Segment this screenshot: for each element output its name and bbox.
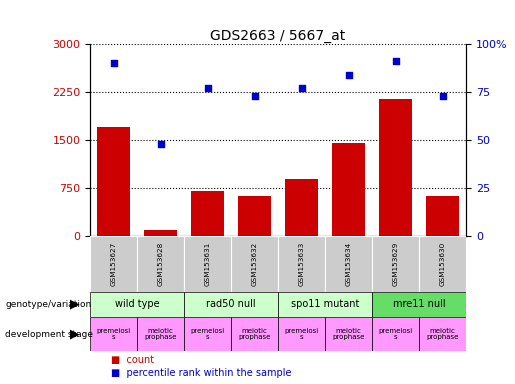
Text: spo11 mutant: spo11 mutant xyxy=(291,299,359,310)
Text: wild type: wild type xyxy=(115,299,160,310)
Bar xyxy=(419,236,466,292)
Bar xyxy=(278,317,325,351)
Bar xyxy=(325,236,372,292)
Point xyxy=(298,85,306,91)
Text: development stage: development stage xyxy=(5,329,93,339)
Point xyxy=(345,72,353,78)
Text: GSM153630: GSM153630 xyxy=(440,242,445,286)
Bar xyxy=(426,196,459,236)
Bar xyxy=(285,179,318,236)
Point xyxy=(157,141,165,147)
Bar xyxy=(184,292,278,317)
Text: ■  count: ■ count xyxy=(111,355,154,365)
Bar xyxy=(144,230,177,236)
Text: GSM153629: GSM153629 xyxy=(392,242,399,286)
Text: GSM153632: GSM153632 xyxy=(252,242,258,286)
Text: GSM153634: GSM153634 xyxy=(346,242,352,286)
Point xyxy=(438,93,447,99)
Text: ▶: ▶ xyxy=(70,298,80,311)
Bar xyxy=(278,236,325,292)
Text: mre11 null: mre11 null xyxy=(393,299,445,310)
Text: premeiosi
s: premeiosi s xyxy=(379,328,413,340)
Bar xyxy=(97,127,130,236)
Bar xyxy=(372,236,419,292)
Text: ■  percentile rank within the sample: ■ percentile rank within the sample xyxy=(111,369,291,379)
Text: rad50 null: rad50 null xyxy=(207,299,256,310)
Text: premeiosi
s: premeiosi s xyxy=(284,328,319,340)
Text: GSM153631: GSM153631 xyxy=(204,242,211,286)
Bar xyxy=(238,197,271,236)
Bar xyxy=(90,236,137,292)
Text: ▶: ▶ xyxy=(70,328,80,341)
Text: premeiosi
s: premeiosi s xyxy=(191,328,225,340)
Text: genotype/variation: genotype/variation xyxy=(5,300,91,309)
Bar xyxy=(90,317,137,351)
Bar xyxy=(90,292,184,317)
Point xyxy=(391,58,400,65)
Text: GSM153627: GSM153627 xyxy=(111,242,116,286)
Bar xyxy=(332,143,365,236)
Point xyxy=(250,93,259,99)
Text: meiotic
prophase: meiotic prophase xyxy=(238,328,271,340)
Bar xyxy=(137,236,184,292)
Bar xyxy=(278,292,372,317)
Bar xyxy=(325,317,372,351)
Text: meiotic
prophase: meiotic prophase xyxy=(426,328,459,340)
Text: premeiosi
s: premeiosi s xyxy=(96,328,131,340)
Bar xyxy=(372,292,466,317)
Bar xyxy=(184,236,231,292)
Point xyxy=(203,85,212,91)
Bar xyxy=(372,317,419,351)
Text: meiotic
prophase: meiotic prophase xyxy=(332,328,365,340)
Bar xyxy=(419,317,466,351)
Bar xyxy=(379,99,412,236)
Title: GDS2663 / 5667_at: GDS2663 / 5667_at xyxy=(211,29,346,43)
Point xyxy=(110,60,118,66)
Bar xyxy=(231,236,278,292)
Bar xyxy=(184,317,231,351)
Text: GSM153633: GSM153633 xyxy=(299,242,304,286)
Bar xyxy=(231,317,278,351)
Bar xyxy=(137,317,184,351)
Bar xyxy=(191,191,224,236)
Text: meiotic
prophase: meiotic prophase xyxy=(144,328,177,340)
Text: GSM153628: GSM153628 xyxy=(158,242,164,286)
